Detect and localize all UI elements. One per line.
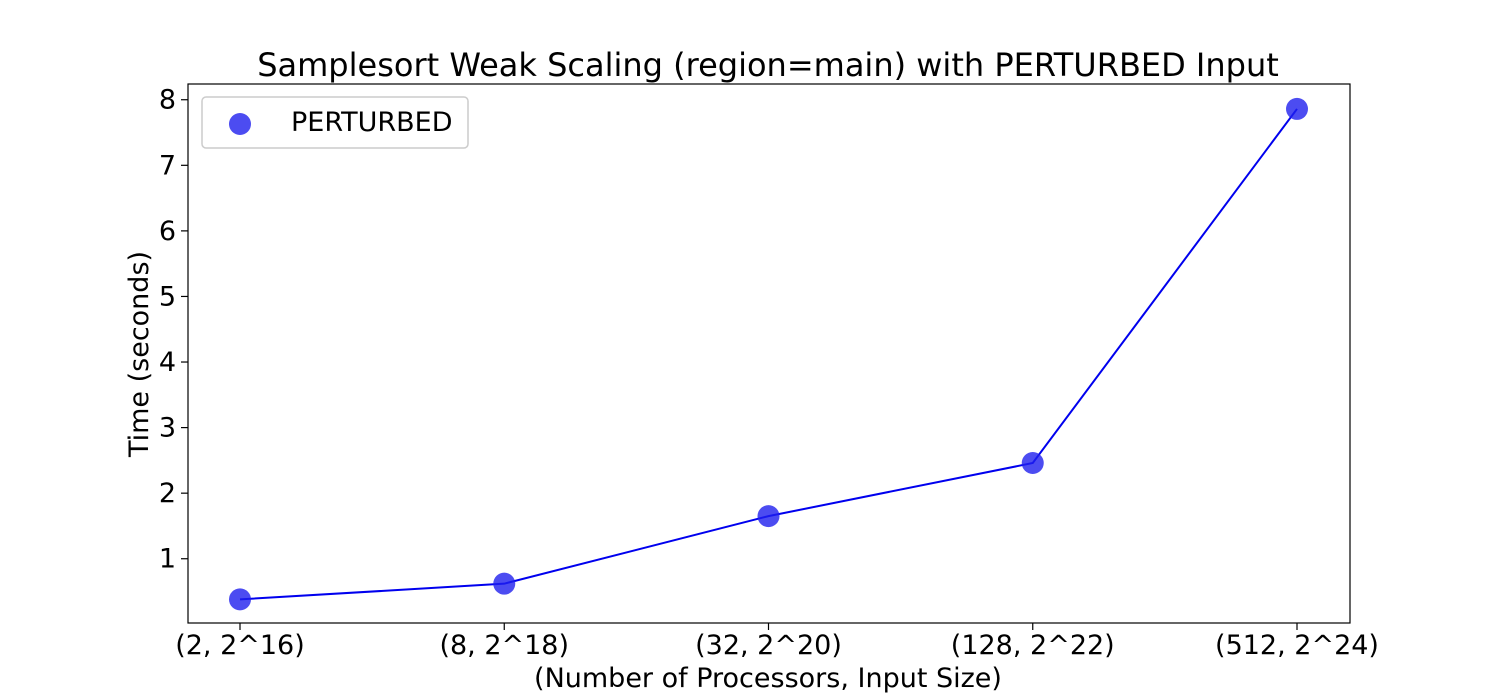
- y-tick-label: 8: [159, 85, 176, 116]
- x-tick-label: (2, 2^16): [175, 630, 305, 661]
- y-tick-label: 1: [159, 544, 176, 575]
- plot-area: [187, 83, 1351, 624]
- y-axis-label: Time (seconds): [124, 251, 155, 458]
- x-tick-label: (8, 2^18): [439, 630, 569, 661]
- x-tick-label: (128, 2^22): [951, 630, 1115, 661]
- y-tick-label: 7: [159, 150, 176, 181]
- x-tick-label: (512, 2^24): [1215, 630, 1379, 661]
- data-point: [1021, 452, 1044, 475]
- x-tick-label: (32, 2^20): [695, 630, 842, 661]
- chart-title: Samplesort Weak Scaling (region=main) wi…: [257, 46, 1279, 84]
- x-axis-label: (Number of Processors, Input Size): [534, 663, 1002, 694]
- legend-label: PERTURBED: [291, 107, 453, 138]
- y-axis: 1 2 3 4 5 6 7 8: [159, 85, 188, 575]
- y-tick-label: 4: [159, 347, 176, 378]
- series-layer: [229, 97, 1308, 611]
- legend: PERTURBED: [201, 96, 469, 149]
- legend-box: [201, 96, 469, 149]
- legend-marker: [229, 113, 251, 135]
- data-point: [1286, 97, 1308, 120]
- data-point: [757, 505, 780, 528]
- y-tick-label: 5: [159, 281, 176, 312]
- y-tick-label: 6: [159, 216, 176, 247]
- x-axis: (2, 2^16) (8, 2^18) (32, 2^20) (128, 2^22) (…: [175, 623, 1379, 661]
- y-tick-label: 2: [159, 478, 176, 509]
- data-point: [229, 588, 251, 611]
- y-tick-label: 3: [159, 413, 176, 444]
- data-point: [493, 572, 516, 595]
